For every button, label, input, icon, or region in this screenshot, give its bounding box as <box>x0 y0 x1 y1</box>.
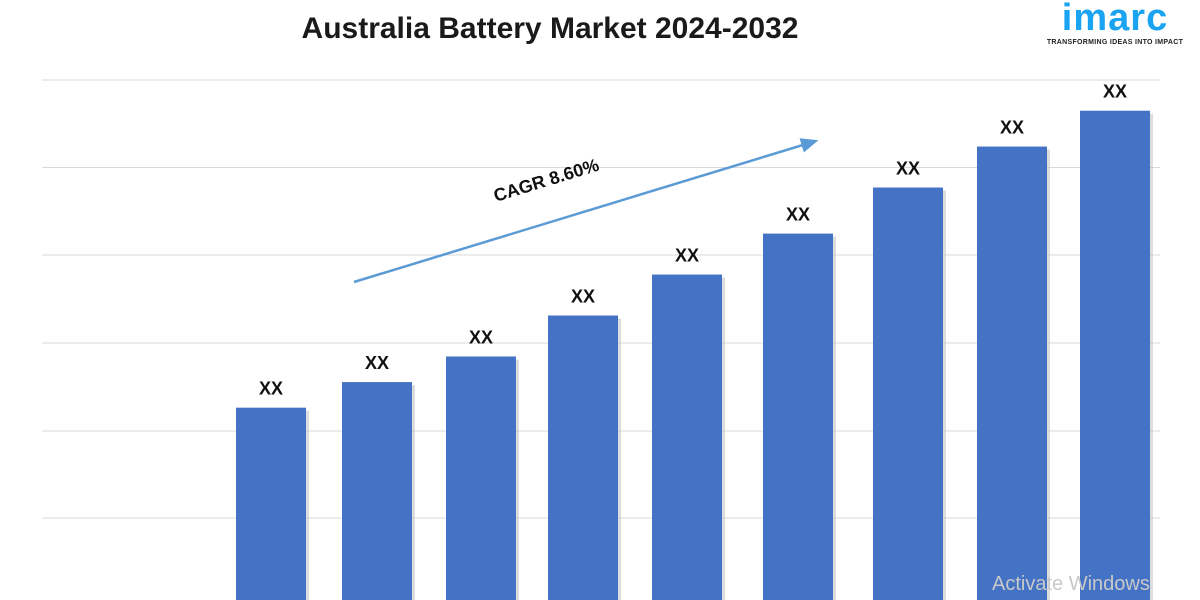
bar <box>652 274 722 600</box>
bar <box>342 382 412 600</box>
bar <box>446 356 516 600</box>
data-label: XX <box>469 327 493 347</box>
imarc-logo: imarc TRANSFORMING IDEAS INTO IMPACT <box>1030 0 1200 48</box>
data-label: XX <box>1000 118 1024 138</box>
data-label: XX <box>896 159 920 179</box>
bar <box>763 233 833 600</box>
logo-tagline: TRANSFORMING IDEAS INTO IMPACT <box>1046 39 1184 46</box>
logo-word: imarc <box>1061 0 1169 39</box>
cagr-label: CAGR 8.60% <box>491 155 601 206</box>
chart-title: Australia Battery Market 2024-2032 <box>301 12 799 45</box>
bar <box>977 146 1047 600</box>
data-label: XX <box>786 205 810 225</box>
data-label: XX <box>1103 82 1127 102</box>
cagr-arrow <box>353 138 819 284</box>
windows-activation-watermark: Activate Windows <box>992 573 1150 595</box>
data-label: XX <box>571 287 595 307</box>
data-label: XX <box>259 379 283 399</box>
bar <box>1080 110 1150 600</box>
bar <box>548 315 618 600</box>
data-label: XX <box>365 353 389 373</box>
data-label: XX <box>675 246 699 266</box>
bar <box>236 407 306 600</box>
bar <box>873 187 943 600</box>
